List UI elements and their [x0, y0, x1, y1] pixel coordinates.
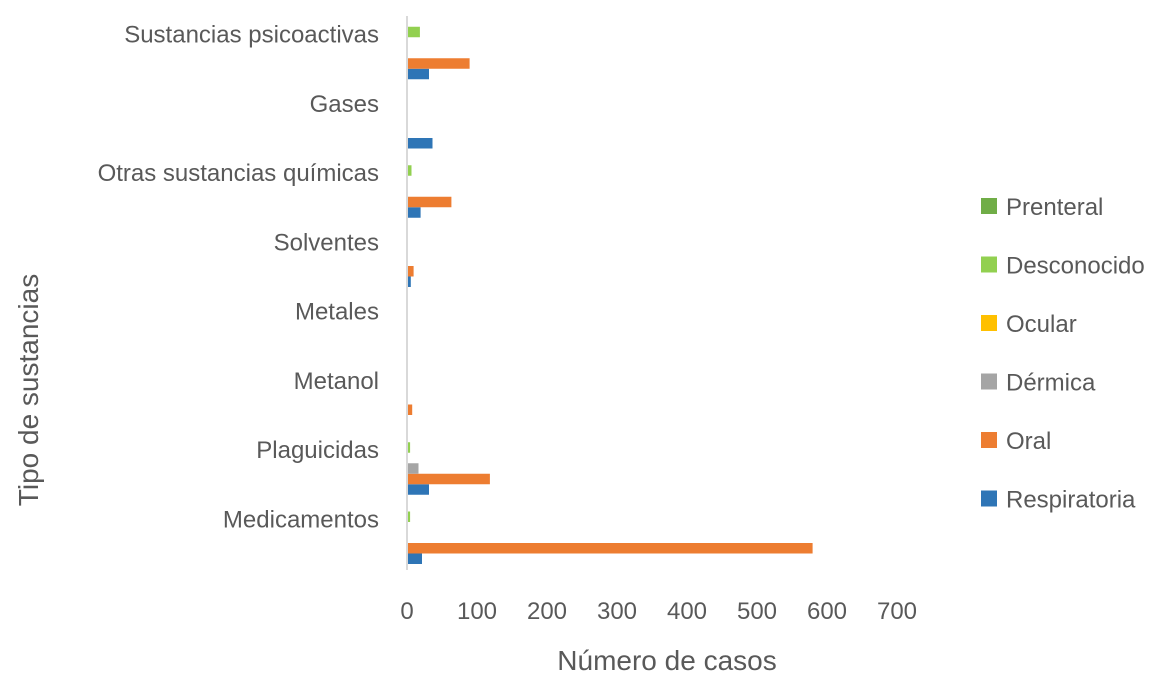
- bar-medicamentos-desconocido: [408, 511, 411, 522]
- legend-label-prenteral: Prenteral: [1006, 194, 1103, 221]
- x-tick-label: 700: [877, 598, 917, 625]
- legend-swatch-dermica: [981, 373, 997, 390]
- legend: Prenteral Desconocido Ocular Dérmica Oral Res…: [981, 194, 1145, 514]
- legend-swatch-desconocido: [981, 256, 997, 273]
- bar-plaguicidas-dermica: [408, 463, 419, 474]
- bar-medicamentos-oral: [408, 543, 813, 554]
- legend-label-desconocido: Desconocido: [1006, 253, 1145, 280]
- category-label-otras-sustancias-quimicas: Otras sustancias químicas: [98, 160, 379, 187]
- x-axis-title: Número de casos: [557, 645, 776, 675]
- bar-plaguicidas-oral: [408, 473, 490, 485]
- bar-gases-respiratoria: [408, 138, 433, 149]
- bar-metanol-oral: [408, 404, 413, 415]
- category-label-solventes: Solventes: [274, 229, 379, 256]
- legend-label-respiratoria: Respiratoria: [1006, 487, 1136, 514]
- bar-solventes-respiratoria: [408, 276, 411, 287]
- bar-sustancias-psicoactivas-desconocido: [408, 26, 420, 38]
- x-tick-label: 600: [807, 598, 847, 625]
- category-label-plaguicidas: Plaguicidas: [256, 437, 379, 464]
- bar-solventes-oral: [408, 266, 414, 277]
- bar-sustancias-psicoactivas-oral: [408, 58, 470, 69]
- bar-otras-sustancias-quimicas-oral: [408, 196, 452, 208]
- legend-label-oral: Oral: [1006, 428, 1051, 455]
- legend-swatch-prenteral: [981, 198, 997, 214]
- bar-otras-sustancias-quimicas-respiratoria: [408, 207, 421, 218]
- x-tick-labels: 0 100 200 300 400 500 600 700: [400, 598, 917, 625]
- y-axis-title: Tipo de sustancias: [13, 274, 44, 506]
- x-tick-label: 0: [400, 598, 413, 625]
- x-tick-label: 300: [597, 598, 637, 625]
- bar-sustancias-psicoactivas-respiratoria: [408, 68, 429, 80]
- legend-swatch-respiratoria: [981, 490, 997, 507]
- category-label-metanol: Metanol: [294, 368, 379, 395]
- bars-group: [408, 26, 813, 564]
- legend-label-dermica: Dérmica: [1006, 370, 1096, 397]
- category-label-gases: Gases: [310, 91, 379, 118]
- legend-swatch-ocular: [981, 315, 997, 331]
- legend-swatch-oral: [981, 432, 997, 448]
- x-tick-label: 200: [527, 598, 567, 625]
- bar-medicamentos-respiratoria: [408, 553, 422, 564]
- bar-plaguicidas-respiratoria: [408, 484, 429, 495]
- bar-otras-sustancias-quimicas-desconocido: [408, 165, 412, 176]
- bar-plaguicidas-desconocido: [408, 442, 411, 453]
- category-label-medicamentos: Medicamentos: [223, 506, 379, 533]
- category-label-metales: Metales: [295, 299, 379, 326]
- x-tick-label: 500: [737, 598, 777, 625]
- x-tick-label: 400: [667, 598, 707, 625]
- category-label-sustancias-psicoactivas: Sustancias psicoactivas: [124, 22, 379, 49]
- category-labels: Medicamentos Plaguicidas Metanol Metales Sol…: [98, 22, 379, 534]
- legend-label-ocular: Ocular: [1006, 311, 1077, 338]
- x-tick-label: 100: [457, 598, 497, 625]
